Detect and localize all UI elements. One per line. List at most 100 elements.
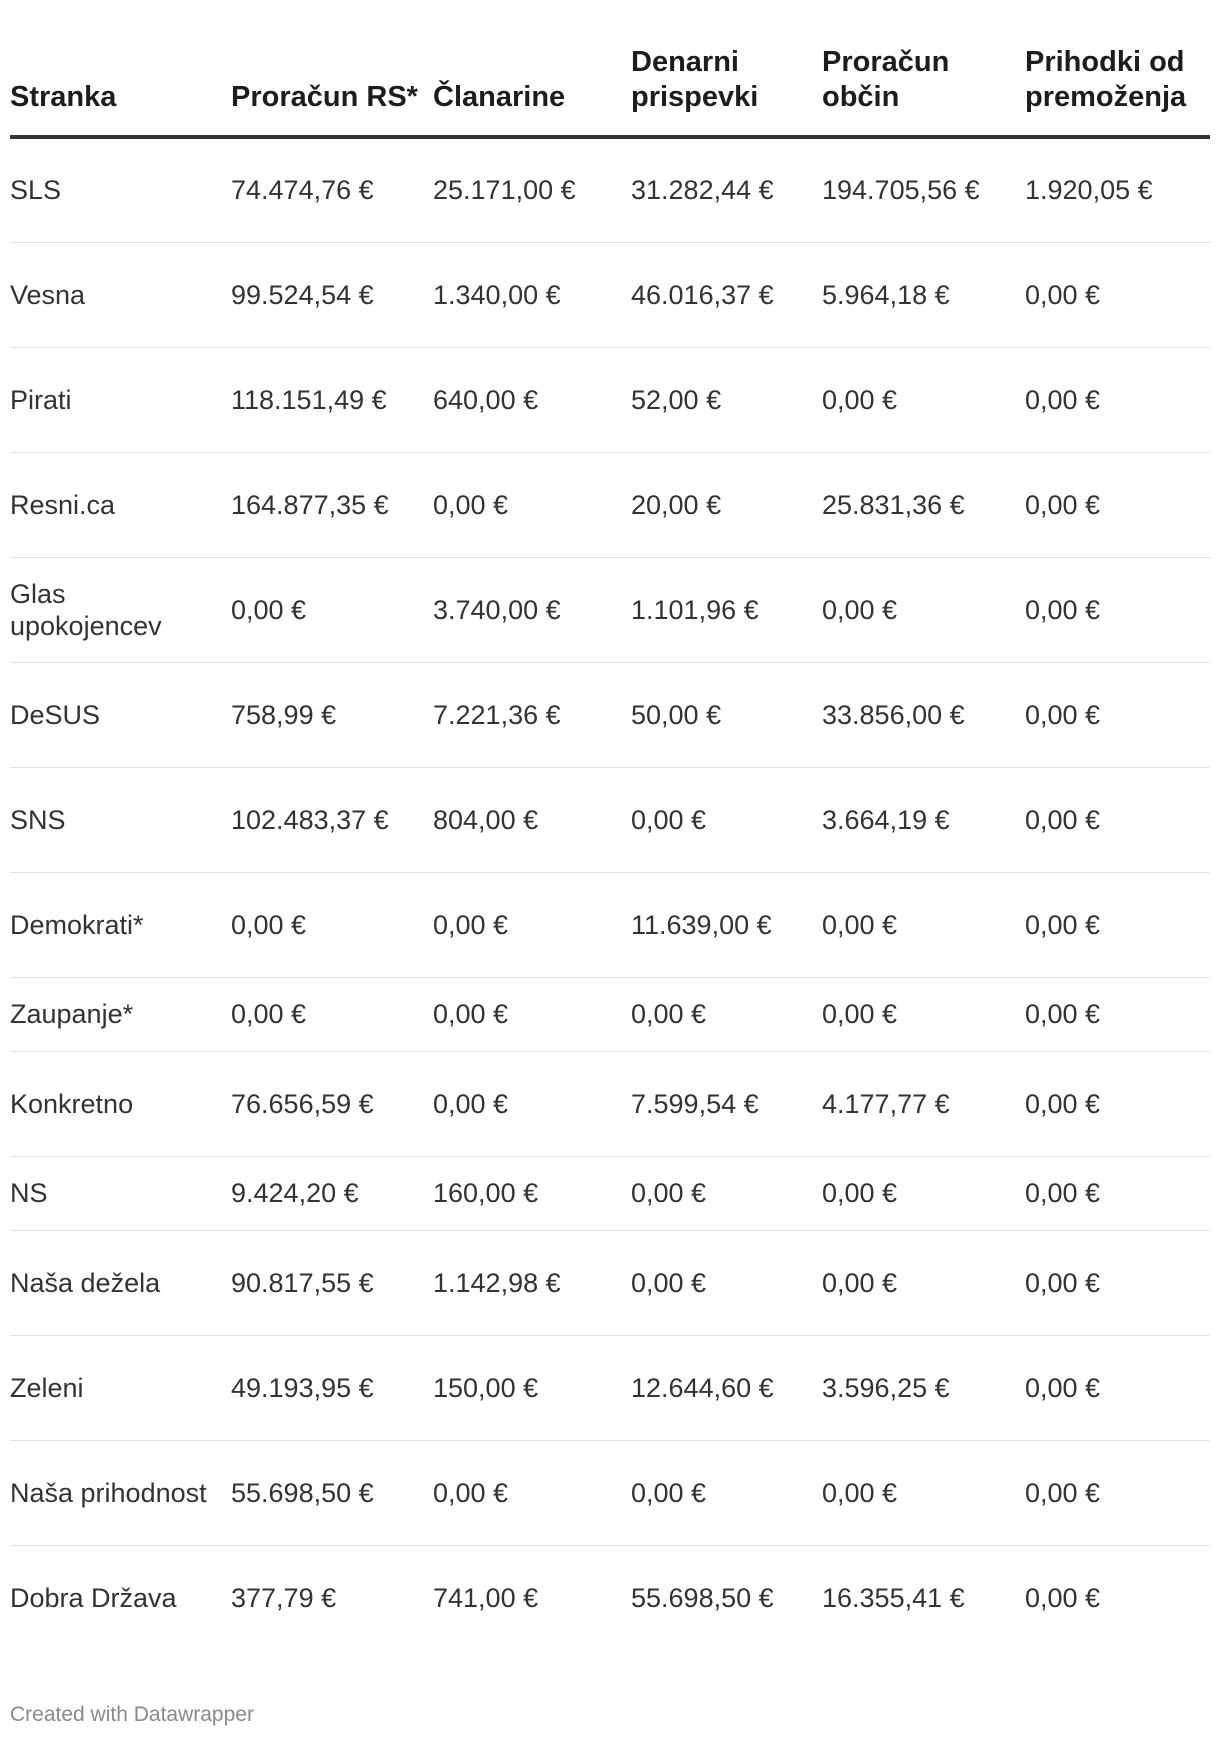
amount-cell: 102.483,37 € xyxy=(231,767,433,873)
amount-value: 46.016,37 € xyxy=(631,279,774,310)
party-name: Naša dežela xyxy=(10,1267,161,1298)
table-row: SNS 102.483,37 € 804,00 € 0,00 € 3.664,19 € 0… xyxy=(10,767,1210,873)
amount-cell: 164.877,35 € xyxy=(231,452,433,558)
amount-value: 0,00 € xyxy=(1025,804,1101,835)
party-finance-table: Stranka Proračun RS* Članarine Denarni p… xyxy=(10,0,1210,1650)
amount-value: 0,00 € xyxy=(1025,1088,1101,1119)
amount-cell: 4.177,77 € xyxy=(822,1051,1025,1157)
column-header-proracun-obcin: Proračun občin xyxy=(822,0,1025,139)
amount-cell: 377,79 € xyxy=(231,1545,433,1650)
amount-value: 0,00 € xyxy=(1025,1582,1101,1613)
amount-value: 0,00 € xyxy=(231,594,307,625)
party-name: SLS xyxy=(10,175,62,206)
amount-cell: 0,00 € xyxy=(1025,977,1210,1052)
amount-cell: 741,00 € xyxy=(433,1545,631,1650)
amount-value: 0,00 € xyxy=(1025,1178,1101,1208)
amount-value: 0,00 € xyxy=(1025,384,1101,415)
amount-cell: 0,00 € xyxy=(822,977,1025,1052)
party-name: Dobra Država xyxy=(10,1582,177,1613)
column-header-prihodki-od-premozenja: Prihodki od premoženja xyxy=(1025,0,1210,139)
amount-value: 49.193,95 € xyxy=(231,1372,374,1403)
amount-value: 640,00 € xyxy=(433,384,539,415)
amount-value: 377,79 € xyxy=(231,1582,337,1613)
amount-cell: 640,00 € xyxy=(433,347,631,453)
table-row: Dobra Država 377,79 € 741,00 € 55.698,50 € 1… xyxy=(10,1545,1210,1650)
amount-value: 16.355,41 € xyxy=(822,1582,965,1613)
amount-value: 5.964,18 € xyxy=(822,279,950,310)
party-name-cell: Naša prihodnost xyxy=(10,1440,231,1546)
amount-value: 3.740,00 € xyxy=(433,594,561,625)
amount-value: 150,00 € xyxy=(433,1372,539,1403)
amount-value: 0,00 € xyxy=(1025,699,1101,730)
amount-value: 0,00 € xyxy=(1025,999,1101,1029)
party-name: Konkretno xyxy=(10,1088,134,1119)
amount-cell: 758,99 € xyxy=(231,662,433,768)
amount-value: 0,00 € xyxy=(822,999,898,1029)
amount-cell: 0,00 € xyxy=(631,1230,822,1336)
amount-cell: 0,00 € xyxy=(822,557,1025,663)
party-name-cell: Pirati xyxy=(10,347,231,453)
table-row: Konkretno 76.656,59 € 0,00 € 7.599,54 € 4.17… xyxy=(10,1051,1210,1157)
party-name: Demokrati* xyxy=(10,909,144,940)
amount-value: 0,00 € xyxy=(1025,594,1101,625)
amount-value: 0,00 € xyxy=(822,594,898,625)
party-name: Resni.ca xyxy=(10,489,116,520)
table-row: Vesna 99.524,54 € 1.340,00 € 46.016,37 € 5.9… xyxy=(10,242,1210,348)
party-name-cell: Glas upokojencev xyxy=(10,557,231,663)
amount-value: 160,00 € xyxy=(433,1178,539,1208)
table-row: Naša dežela 90.817,55 € 1.142,98 € 0,00 € 0,… xyxy=(10,1230,1210,1336)
amount-cell: 0,00 € xyxy=(822,1156,1025,1231)
table-header: Stranka Proračun RS* Članarine Denarni p… xyxy=(10,0,1210,139)
party-name: Zeleni xyxy=(10,1372,84,1403)
amount-value: 31.282,44 € xyxy=(631,175,774,206)
amount-value: 0,00 € xyxy=(822,909,898,940)
amount-value: 25.831,36 € xyxy=(822,489,965,520)
amount-value: 55.698,50 € xyxy=(231,1477,374,1508)
amount-cell: 0,00 € xyxy=(433,452,631,558)
amount-value: 758,99 € xyxy=(231,699,337,730)
amount-value: 0,00 € xyxy=(822,1178,898,1208)
amount-cell: 0,00 € xyxy=(433,872,631,978)
amount-value: 3.664,19 € xyxy=(822,804,950,835)
amount-value: 0,00 € xyxy=(822,1477,898,1508)
amount-value: 33.856,00 € xyxy=(822,699,965,730)
datawrapper-credit: Created with Datawrapper xyxy=(10,1703,254,1726)
party-name: SNS xyxy=(10,804,66,835)
amount-value: 1.340,00 € xyxy=(433,279,561,310)
amount-cell: 3.664,19 € xyxy=(822,767,1025,873)
amount-value: 55.698,50 € xyxy=(631,1582,774,1613)
party-name: Naša prihodnost xyxy=(10,1477,207,1508)
amount-value: 0,00 € xyxy=(433,909,509,940)
amount-cell: 11.639,00 € xyxy=(631,872,822,978)
amount-cell: 0,00 € xyxy=(631,1156,822,1231)
amount-cell: 0,00 € xyxy=(631,767,822,873)
amount-cell: 3.740,00 € xyxy=(433,557,631,663)
amount-value: 118.151,49 € xyxy=(231,384,387,415)
amount-cell: 0,00 € xyxy=(231,557,433,663)
amount-value: 102.483,37 € xyxy=(231,804,389,835)
party-name-cell: Vesna xyxy=(10,242,231,348)
column-header-denarni-prispevki: Denarni prispevki xyxy=(631,0,822,139)
amount-cell: 0,00 € xyxy=(433,1440,631,1546)
amount-value: 0,00 € xyxy=(1025,1477,1101,1508)
amount-value: 1.101,96 € xyxy=(631,594,759,625)
amount-cell: 1.142,98 € xyxy=(433,1230,631,1336)
amount-value: 0,00 € xyxy=(631,999,707,1029)
amount-cell: 33.856,00 € xyxy=(822,662,1025,768)
amount-cell: 0,00 € xyxy=(1025,662,1210,768)
amount-cell: 25.831,36 € xyxy=(822,452,1025,558)
amount-cell: 0,00 € xyxy=(1025,347,1210,453)
party-name-cell: Zeleni xyxy=(10,1335,231,1441)
amount-value: 164.877,35 € xyxy=(231,489,389,520)
amount-cell: 7.221,36 € xyxy=(433,662,631,768)
table-row: Glas upokojencev 0,00 € 3.740,00 € 1.101,96… xyxy=(10,557,1210,663)
table-row: SLS 74.474,76 € 25.171,00 € 31.282,44 € 194.… xyxy=(10,137,1210,243)
amount-value: 7.599,54 € xyxy=(631,1088,759,1119)
amount-cell: 0,00 € xyxy=(631,977,822,1052)
amount-cell: 1.340,00 € xyxy=(433,242,631,348)
amount-value: 0,00 € xyxy=(231,999,307,1029)
amount-value: 1.142,98 € xyxy=(433,1267,561,1298)
amount-value: 0,00 € xyxy=(231,909,307,940)
table-row: Zaupanje* 0,00 € 0,00 € 0,00 € 0,00 € 0,00 € xyxy=(10,977,1210,1052)
amount-cell: 0,00 € xyxy=(1025,1440,1210,1546)
